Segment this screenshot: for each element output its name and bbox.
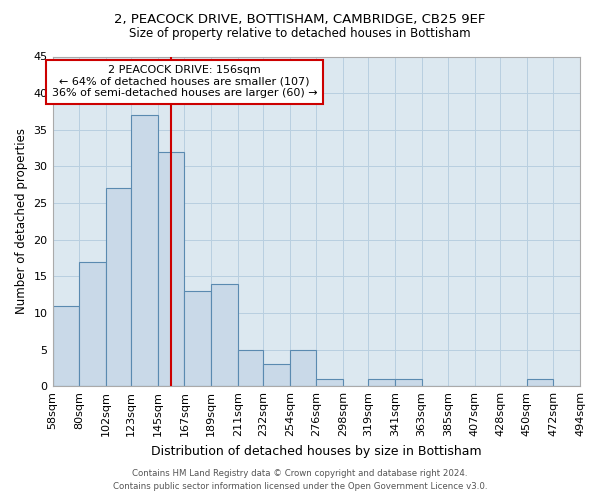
Bar: [368, 379, 395, 386]
Bar: [131, 115, 158, 386]
Text: Size of property relative to detached houses in Bottisham: Size of property relative to detached ho…: [129, 28, 471, 40]
Bar: [290, 350, 316, 386]
Text: 2, PEACOCK DRIVE, BOTTISHAM, CAMBRIDGE, CB25 9EF: 2, PEACOCK DRIVE, BOTTISHAM, CAMBRIDGE, …: [115, 12, 485, 26]
Bar: [238, 350, 263, 386]
Text: Contains HM Land Registry data © Crown copyright and database right 2024.
Contai: Contains HM Land Registry data © Crown c…: [113, 470, 487, 491]
Bar: [263, 364, 290, 386]
Bar: [106, 188, 131, 386]
Bar: [53, 306, 79, 386]
Bar: [79, 262, 106, 386]
Text: 2 PEACOCK DRIVE: 156sqm
← 64% of detached houses are smaller (107)
36% of semi-d: 2 PEACOCK DRIVE: 156sqm ← 64% of detache…: [52, 66, 317, 98]
Bar: [184, 291, 211, 386]
Bar: [211, 284, 238, 386]
Y-axis label: Number of detached properties: Number of detached properties: [15, 128, 28, 314]
Bar: [316, 379, 343, 386]
Bar: [527, 379, 553, 386]
X-axis label: Distribution of detached houses by size in Bottisham: Distribution of detached houses by size …: [151, 444, 482, 458]
Bar: [158, 152, 184, 386]
Bar: [395, 379, 422, 386]
